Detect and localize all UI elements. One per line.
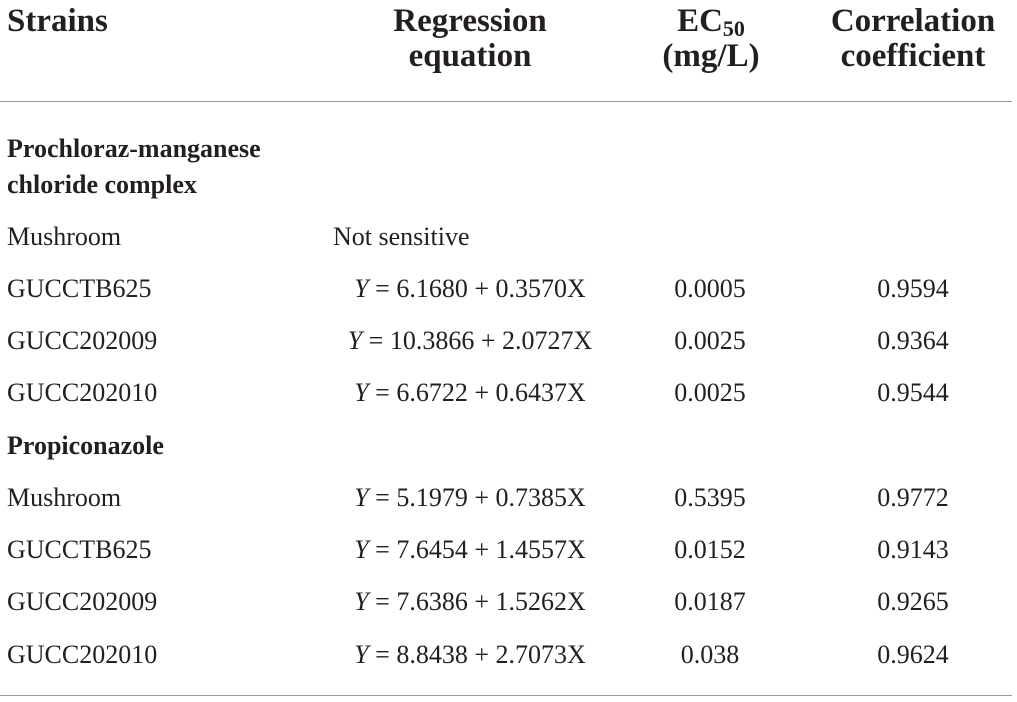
correlation-cell: 0.9265 <box>877 587 949 616</box>
table-row: GUCC202010 Y = 8.8438 + 2.7073X 0.038 0.… <box>0 635 1017 675</box>
strain-cell: GUCC202010 <box>7 640 158 669</box>
header-regression-equation: Regression equation <box>393 3 547 74</box>
table-row: GUCCTB625 Y = 6.1680 + 0.3570X 0.0005 0.… <box>0 269 1017 309</box>
equation-cell: Y = 7.6454 + 1.4557X <box>354 535 586 564</box>
header-correlation-coefficient: Correlation coefficient <box>830 3 996 74</box>
equation-cell: Y = 6.6722 + 0.6437X <box>354 378 586 407</box>
equation-cell: Y = 10.3866 + 2.0727X <box>347 326 593 355</box>
strain-cell: GUCC202009 <box>7 587 158 616</box>
section-title-propiconazole: Propiconazole <box>7 431 164 460</box>
correlation-cell: 0.9364 <box>877 326 949 355</box>
equation-cell: Y = 5.1979 + 0.7385X <box>354 483 586 512</box>
header-ec50: EC50 (mg/L) <box>662 3 760 74</box>
correlation-cell: 0.9143 <box>877 535 949 564</box>
equation-cell: Y = 6.1680 + 0.3570X <box>354 274 586 303</box>
ec50-cell: 0.0187 <box>674 587 746 616</box>
ec50-cell: 0.038 <box>680 640 740 669</box>
equation-cell: Y = 7.6386 + 1.5262X <box>354 587 586 616</box>
strain-cell: GUCCTB625 <box>7 535 152 564</box>
strain-cell: GUCC202010 <box>7 378 158 407</box>
header-strains: Strains <box>7 3 108 39</box>
section-title-prochloraz: Prochloraz-manganese chloride complex <box>7 134 261 199</box>
table-header: Strains Regression equation EC50 (mg/L) … <box>0 0 1017 100</box>
table-row: Mushroom Y = 5.1979 + 0.7385X 0.5395 0.9… <box>0 478 1017 518</box>
strain-cell: Mushroom <box>7 222 122 251</box>
equation-cell: Y = 8.8438 + 2.7073X <box>354 640 586 669</box>
correlation-cell: 0.9544 <box>877 378 949 407</box>
table-row: Mushroom Not sensitive <box>0 217 1017 257</box>
table-row: GUCC202009 Y = 7.6386 + 1.5262X 0.0187 0… <box>0 582 1017 622</box>
equation-cell: Not sensitive <box>333 222 470 251</box>
footer-divider <box>0 695 1012 696</box>
strain-cell: Mushroom <box>7 483 122 512</box>
ec50-cell: 0.0005 <box>674 274 746 303</box>
strain-cell: GUCC202009 <box>7 326 158 355</box>
strain-cell: GUCCTB625 <box>7 274 152 303</box>
table-row: GUCC202010 Y = 6.6722 + 0.6437X 0.0025 0… <box>0 373 1017 413</box>
ec50-cell: 0.5395 <box>674 483 746 512</box>
ec50-cell: 0.0025 <box>674 326 746 355</box>
ec50-cell: 0.0025 <box>674 378 746 407</box>
ec50-cell: 0.0152 <box>674 535 746 564</box>
header-divider <box>0 101 1012 102</box>
table-row: GUCCTB625 Y = 7.6454 + 1.4557X 0.0152 0.… <box>0 530 1017 570</box>
table-row: GUCC202009 Y = 10.3866 + 2.0727X 0.0025 … <box>0 321 1017 361</box>
correlation-cell: 0.9772 <box>877 483 949 512</box>
correlation-cell: 0.9624 <box>877 640 949 669</box>
correlation-cell: 0.9594 <box>877 274 949 303</box>
